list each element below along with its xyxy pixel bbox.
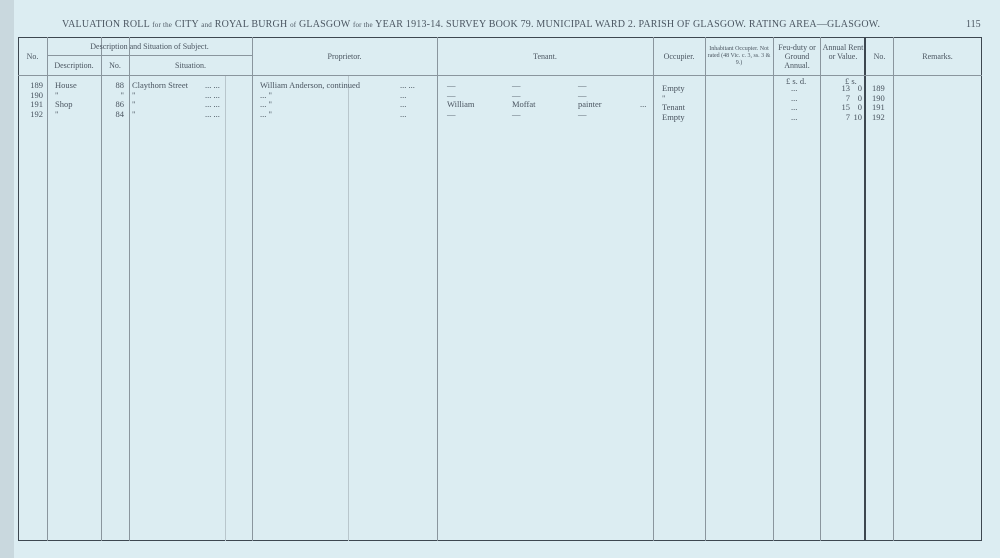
cell-tenant3: — — [578, 89, 587, 100]
cell-dots2: ... — [400, 89, 407, 100]
cell-situation: " — [132, 99, 136, 109]
cell-feu: ... — [791, 102, 798, 112]
page-edge — [0, 0, 14, 558]
valuation-table — [18, 37, 982, 541]
header-proprietor: Proprietor. — [327, 52, 362, 61]
cell-shillings: 0 — [857, 92, 862, 103]
cell-shillings: 10 — [853, 111, 863, 122]
cell-pounds: 15 — [841, 102, 851, 112]
header-sub-no: No. — [109, 61, 121, 70]
cell-tenant3: — — [578, 108, 587, 119]
header-no-2: No. — [873, 52, 886, 61]
cell-no: 189 — [30, 80, 43, 90]
header-description: Description. — [54, 61, 94, 70]
cell-no: 191 — [30, 99, 43, 109]
cell-num: 84 — [115, 108, 125, 119]
header-inhabitant: Inhabitant Occupier. Not rated (48 Vic. … — [707, 46, 771, 66]
cell-dots1: ... ... — [205, 89, 220, 100]
cell-occupier: Empty — [662, 111, 685, 122]
cell-num: 88 — [115, 80, 125, 90]
cell-description: " — [55, 89, 59, 100]
cell-proprietor: William Anderson, continued — [260, 80, 360, 90]
cell-description: House — [55, 80, 77, 90]
cell-pounds: 7 — [845, 92, 850, 103]
header-remarks: Remarks. — [922, 52, 953, 61]
header-description-group: Description and Situation of Subject. — [90, 42, 209, 51]
cell-no: 192 — [30, 108, 43, 119]
cell-situation: Claythorn Street — [132, 80, 188, 90]
cell-tenant1: William — [447, 99, 475, 109]
feu-units: £ s. d. — [786, 76, 807, 86]
cell-tenant1: — — [447, 80, 456, 90]
cell-situation: " — [132, 108, 136, 119]
cell-tenant1: — — [447, 89, 456, 100]
cell-pounds: 13 — [841, 83, 851, 93]
cell-feu: ... — [791, 83, 798, 93]
cell-dots1: ... ... — [205, 108, 220, 119]
cell-situation: " — [132, 89, 136, 100]
cell-tenant2: — — [512, 89, 521, 100]
header-occupier: Occupier. — [663, 52, 695, 61]
cell-dots1: ... ... — [205, 99, 220, 109]
cell-num: " — [120, 89, 124, 100]
header-annual-value: Annual Rent or Value. — [822, 43, 864, 61]
cell-shillings: 0 — [857, 83, 862, 93]
cell-tdots: ... — [640, 99, 647, 109]
cell-dots2: ... — [400, 108, 407, 119]
cell-tenant2: — — [512, 80, 521, 90]
cell-tenant3: — — [578, 80, 587, 90]
cell-occupier: Tenant — [662, 102, 686, 112]
cell-description: Shop — [55, 99, 73, 109]
cell-dots1: ... ... — [205, 80, 220, 90]
header-feu-duty: Feu-duty or Ground Annual. — [778, 43, 816, 70]
cell-no: 190 — [30, 89, 43, 100]
cell-occupier: Empty — [662, 83, 685, 93]
cell-tenant2: — — [512, 108, 521, 119]
cell-proprietor: ... " — [260, 99, 272, 109]
cell-no2: 192 — [872, 111, 885, 122]
cell-occupier: " — [662, 92, 666, 103]
cell-tenant3: painter — [578, 99, 602, 109]
page-number: 115 — [966, 19, 981, 30]
cell-no2: 191 — [872, 102, 885, 112]
cell-num: 86 — [115, 99, 125, 109]
header-no: No. — [26, 52, 39, 61]
cell-dots2: ... ... — [400, 80, 415, 90]
cell-feu: ... — [791, 92, 798, 103]
header-tenant: Tenant. — [533, 52, 557, 61]
cell-dots2: ... — [400, 99, 407, 109]
cell-tenant1: — — [447, 108, 456, 119]
cell-shillings: 0 — [857, 102, 862, 112]
cell-tenant2: Moffat — [512, 99, 536, 109]
cell-no2: 190 — [872, 92, 885, 103]
header-situation: Situation. — [175, 61, 206, 70]
cell-proprietor: ... " — [260, 89, 272, 100]
cell-description: " — [55, 108, 59, 119]
page-title: VALUATION ROLL for the CITY and ROYAL BU… — [62, 19, 881, 30]
annual-units: £ s. — [845, 76, 857, 86]
cell-proprietor: ... " — [260, 108, 272, 119]
cell-feu: ... — [791, 111, 798, 122]
cell-pounds: 7 — [845, 111, 850, 122]
cell-no2: 189 — [872, 83, 885, 93]
